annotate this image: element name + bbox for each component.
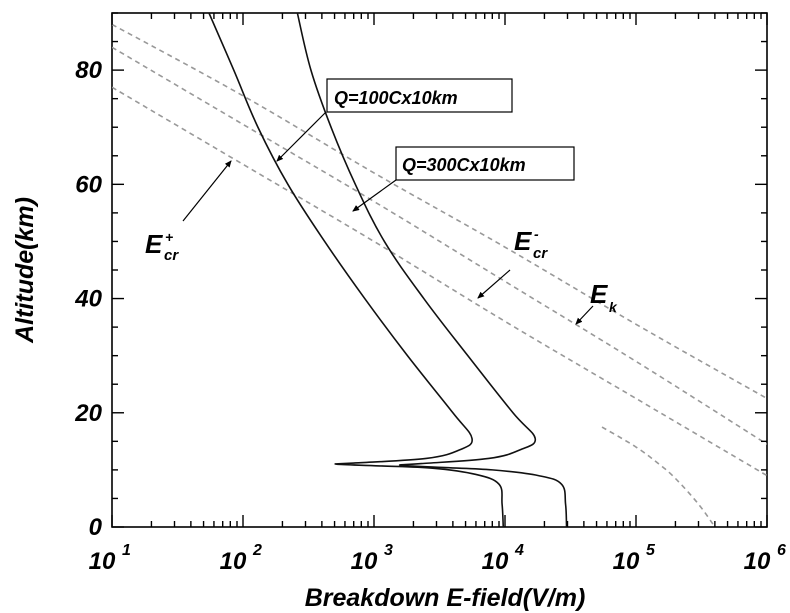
label-ecr-minus-sub: cr bbox=[533, 245, 548, 262]
annotation-q100-arrow bbox=[276, 111, 327, 162]
dashed-curve-4 bbox=[601, 426, 716, 527]
label-ek-arrow bbox=[575, 305, 594, 325]
x-tick-label-exponent: 5 bbox=[646, 542, 656, 559]
solid-curve-6 bbox=[296, 13, 568, 527]
label-ek-base: E bbox=[590, 279, 608, 309]
label-ecr-minus: E - cr bbox=[477, 226, 548, 299]
x-tick-label-exponent: 3 bbox=[384, 542, 393, 559]
x-axis-label: Breakdown E-field(V/m) bbox=[305, 584, 586, 612]
y-tick-label: 60 bbox=[75, 171, 102, 198]
series-layer bbox=[112, 13, 767, 527]
annotation-q100: Q=100Cx10km bbox=[276, 78, 513, 162]
x-tick-label: 10 bbox=[482, 548, 509, 575]
label-ecr-minus-arrow bbox=[477, 269, 511, 299]
x-tick-label-exponent: 4 bbox=[514, 542, 524, 559]
label-ecr-plus-base: E bbox=[145, 229, 163, 259]
annotation-q300: Q=300Cx10km bbox=[352, 146, 575, 212]
annotation-q300-arrow bbox=[352, 179, 397, 212]
x-tick-label: 10 bbox=[351, 548, 378, 575]
label-ek-sub: k bbox=[609, 299, 618, 315]
y-tick-label: 0 bbox=[89, 514, 103, 541]
x-tick-label: 10 bbox=[744, 548, 771, 575]
annotation-q100-text: Q=100Cx10km bbox=[334, 88, 458, 108]
x-tick-label-exponent: 2 bbox=[252, 542, 262, 559]
label-ecr-plus-sup: + bbox=[165, 229, 173, 245]
label-ecr-plus-arrow bbox=[182, 160, 232, 222]
label-ecr-plus-sub: cr bbox=[164, 247, 179, 264]
annotation-q100-box bbox=[326, 78, 513, 113]
x-tick-label: 10 bbox=[89, 548, 116, 575]
solid-curve-5 bbox=[208, 13, 505, 527]
x-tick-label: 10 bbox=[220, 548, 247, 575]
x-tick-label-exponent: 6 bbox=[777, 542, 786, 559]
label-ek: E k bbox=[575, 279, 618, 325]
y-tick-label: 40 bbox=[74, 286, 102, 313]
label-ecr-plus: E + cr bbox=[145, 160, 232, 264]
label-ecr-minus-sup: - bbox=[534, 226, 539, 242]
annotation-q300-text: Q=300Cx10km bbox=[402, 155, 526, 175]
y-tick-label: 80 bbox=[75, 57, 102, 84]
x-tick-label-exponent: 1 bbox=[122, 542, 131, 559]
x-tick-label: 10 bbox=[613, 548, 640, 575]
annotation-q300-box bbox=[395, 146, 575, 181]
dashed-curve-1 bbox=[112, 86, 767, 477]
dashed-curve-3 bbox=[112, 23, 767, 400]
dashed-curve-2 bbox=[112, 46, 767, 445]
y-tick-label: 20 bbox=[74, 400, 102, 427]
y-axis-label: Altitude(km) bbox=[11, 197, 39, 344]
label-ecr-minus-base: E bbox=[514, 226, 532, 256]
